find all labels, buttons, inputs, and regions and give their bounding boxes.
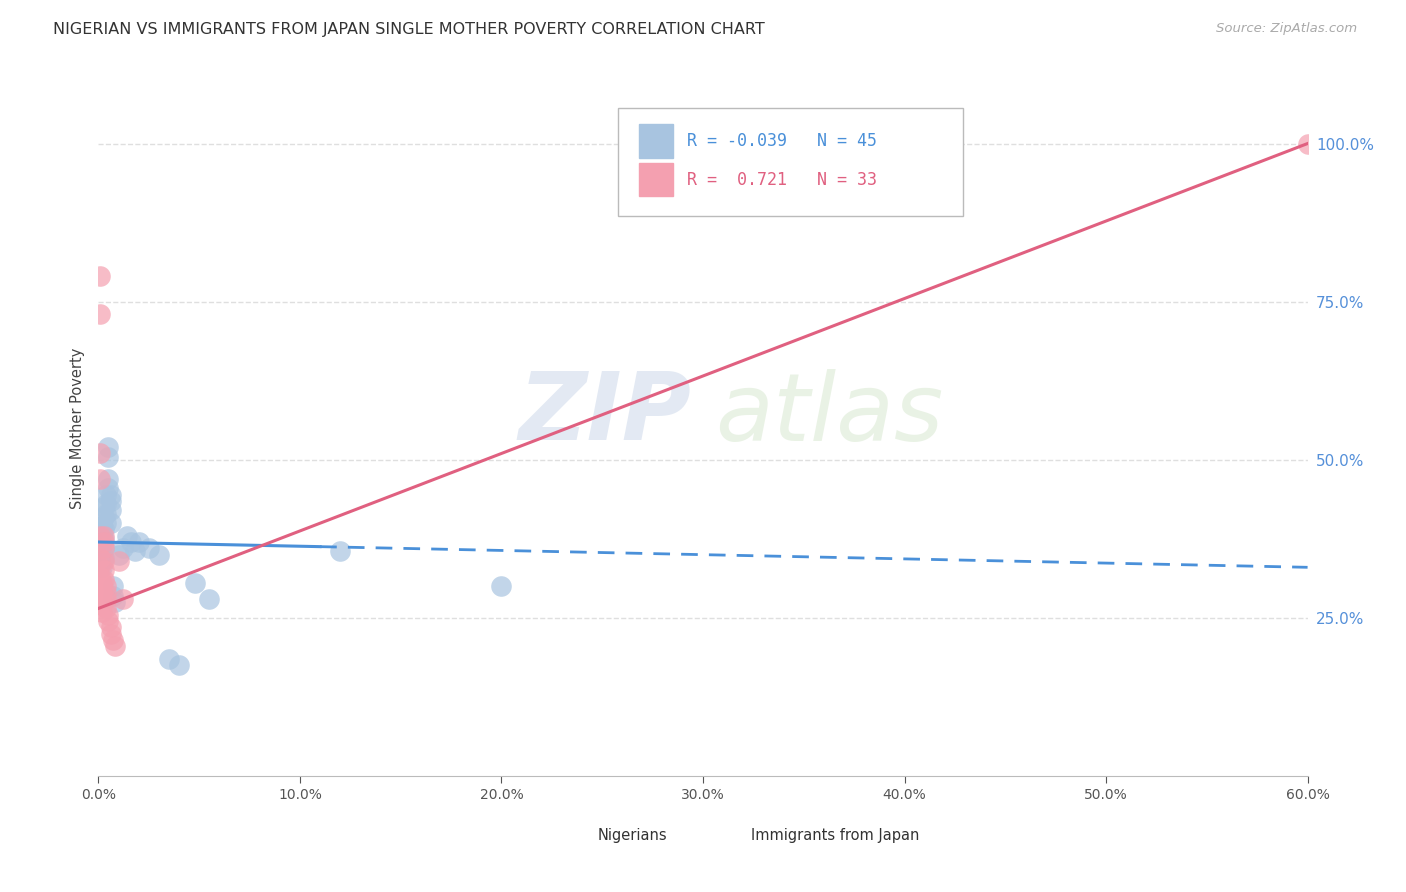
- Point: [96, 579, 118, 593]
- Point: [115, 529, 138, 543]
- Point: [101, 633, 124, 648]
- Point: [89, 541, 111, 556]
- Point: [89, 570, 111, 584]
- FancyBboxPatch shape: [709, 822, 742, 849]
- Point: [97, 614, 120, 628]
- Point: [93, 529, 115, 543]
- Point: [96, 507, 118, 521]
- Point: [91, 544, 114, 558]
- Point: [93, 532, 115, 546]
- Point: [91, 576, 114, 591]
- Text: Immigrants from Japan: Immigrants from Japan: [751, 828, 920, 843]
- Point: [96, 516, 118, 530]
- Point: [101, 579, 124, 593]
- Point: [93, 522, 115, 536]
- Point: [93, 500, 115, 515]
- Point: [103, 640, 125, 654]
- Point: [97, 607, 120, 622]
- Text: NIGERIAN VS IMMIGRANTS FROM JAPAN SINGLE MOTHER POVERTY CORRELATION CHART: NIGERIAN VS IMMIGRANTS FROM JAPAN SINGLE…: [53, 22, 765, 37]
- Point: [138, 541, 160, 556]
- Point: [91, 579, 114, 593]
- Point: [100, 516, 122, 530]
- Text: ZIP: ZIP: [517, 368, 690, 460]
- Point: [93, 541, 115, 556]
- Point: [89, 525, 111, 540]
- Point: [93, 564, 115, 578]
- Point: [93, 554, 115, 568]
- Point: [111, 591, 134, 606]
- Point: [97, 450, 120, 464]
- Point: [157, 652, 180, 666]
- FancyBboxPatch shape: [619, 108, 963, 216]
- Point: [100, 503, 122, 517]
- Point: [329, 544, 352, 558]
- Point: [120, 535, 142, 549]
- Point: [96, 497, 118, 511]
- Point: [91, 605, 114, 619]
- Point: [167, 658, 190, 673]
- Point: [107, 548, 129, 562]
- Point: [89, 560, 111, 574]
- Point: [100, 620, 122, 634]
- Point: [97, 481, 120, 495]
- Point: [89, 532, 111, 546]
- Point: [89, 529, 111, 543]
- FancyBboxPatch shape: [638, 163, 673, 196]
- Point: [97, 472, 120, 486]
- Point: [91, 560, 114, 574]
- FancyBboxPatch shape: [555, 822, 589, 849]
- Point: [91, 599, 114, 613]
- Point: [93, 541, 115, 556]
- Point: [111, 541, 134, 556]
- Point: [101, 589, 124, 603]
- Point: [89, 446, 111, 460]
- FancyBboxPatch shape: [638, 124, 673, 158]
- Point: [91, 585, 114, 599]
- Point: [148, 548, 170, 562]
- Point: [198, 591, 221, 606]
- Point: [89, 550, 111, 565]
- Point: [107, 554, 129, 568]
- Point: [96, 591, 118, 606]
- Text: Source: ZipAtlas.com: Source: ZipAtlas.com: [1216, 22, 1357, 36]
- Point: [91, 519, 114, 533]
- Point: [89, 472, 111, 486]
- Point: [100, 487, 122, 501]
- Point: [96, 585, 118, 599]
- Y-axis label: Single Mother Poverty: Single Mother Poverty: [69, 348, 84, 508]
- Text: atlas: atlas: [716, 368, 943, 459]
- Point: [1296, 136, 1319, 151]
- Point: [103, 595, 125, 609]
- Point: [97, 440, 120, 454]
- Point: [91, 529, 114, 543]
- Point: [124, 544, 146, 558]
- Text: Nigerians: Nigerians: [598, 828, 668, 843]
- Point: [184, 576, 207, 591]
- Point: [91, 535, 114, 549]
- Point: [91, 591, 114, 606]
- Point: [96, 487, 118, 501]
- Text: R = -0.039   N = 45: R = -0.039 N = 45: [688, 132, 877, 150]
- Point: [91, 554, 114, 568]
- Point: [93, 550, 115, 565]
- Point: [93, 535, 115, 549]
- Point: [96, 601, 118, 615]
- Point: [89, 307, 111, 321]
- Point: [491, 579, 513, 593]
- Point: [93, 573, 115, 587]
- Point: [100, 494, 122, 508]
- Point: [89, 269, 111, 284]
- Point: [89, 550, 111, 565]
- Point: [100, 626, 122, 640]
- Point: [128, 535, 150, 549]
- Text: R =  0.721   N = 33: R = 0.721 N = 33: [688, 170, 877, 189]
- Point: [93, 509, 115, 524]
